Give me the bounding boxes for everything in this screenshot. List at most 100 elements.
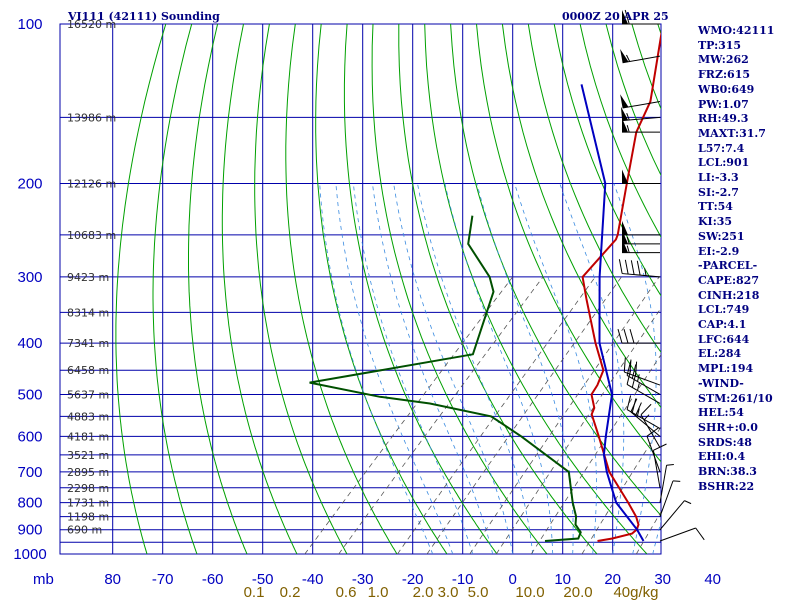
pressure-tick-label: 400 [17,335,42,352]
index-item: SI:-2.7 [698,185,739,199]
dry-adiabat [398,24,598,554]
moist-adiabat [559,183,625,554]
dry-adiabat [315,24,448,554]
temperature-tick-label: -10 [452,571,474,588]
mixing-ratio-line [530,354,661,554]
height-label: 6458 m [67,364,109,377]
temperature-tick-label: -50 [252,571,274,588]
index-item: MW:262 [698,53,749,67]
dry-adiabat [424,24,648,554]
wind-barb [622,220,660,236]
moist-adiabat [417,183,534,554]
moist-adiabat [613,183,657,554]
index-item: L57:7.4 [698,141,745,155]
wind-barb [622,238,660,254]
wind-barb [659,463,674,503]
index-item: RH:49.3 [698,112,749,126]
wind-barb [652,443,667,488]
index-item: BSHR:22 [698,479,755,493]
wind-barb [622,169,660,185]
index-item: CAPE:827 [698,273,759,287]
mixing-ratio-label: 0.2 [280,584,301,600]
dry-adiabat [371,24,548,554]
wind-barb [623,357,661,386]
height-label: 13986 m [67,111,116,124]
units-label: mb [33,571,54,588]
parcel-profile [580,84,645,542]
pressure-tick-label: 500 [17,386,42,403]
temperature-tick-label: -30 [352,571,374,588]
height-label: 690 m [67,524,102,537]
moist-adiabat [514,183,597,554]
index-item: LCL:901 [698,156,750,170]
wind-barb [617,328,660,344]
height-label: 7341 m [67,337,109,350]
index-item: SHR+:0.0 [698,420,758,434]
pressure-tick-label: 900 [17,522,42,539]
dry-adiabat [285,24,398,554]
temperature-tick-label: 80 [104,571,121,588]
moist-adiabat [652,519,661,554]
index-item: HEL:54 [698,406,744,420]
mixing-ratio-label: 10.0 [515,584,544,600]
height-label: 10683 m [67,229,116,242]
mixing-ratio-line [397,276,596,554]
index-item: STM:261/10 [698,391,773,405]
index-item: CAP:4.1 [698,318,747,332]
index-item: CINH:218 [698,288,760,302]
pressure-tick-label: 1000 [13,546,46,563]
index-item: MPL:194 [698,362,754,376]
mixing-ratio-label: 5.0 [468,584,489,600]
temperature-tick-label: -70 [152,571,174,588]
height-label: 2895 m [67,466,109,479]
temperature-tick-label: 30 [654,571,671,588]
wind-barb [646,427,661,473]
dry-adiabat [343,24,498,554]
dry-adiabat [501,24,661,409]
height-label: 1198 m [67,511,109,524]
height-label: 8314 m [67,306,109,319]
height-label: 2298 m [67,482,109,495]
dry-adiabat [115,24,167,554]
mixing-ratio-label: 1.0 [368,584,389,600]
height-label: 4883 m [67,410,109,423]
height-label: 16520 m [67,18,116,31]
mixing-ratio-label: 20.0 [563,584,592,600]
mixing-ratio-line [495,307,661,554]
temperature-tick-label: -20 [402,571,424,588]
pressure-tick-label: 200 [17,176,42,193]
mixing-ratio-label: 40g/kg [613,584,658,600]
chart-title: VI111 (42111) Sounding [68,10,220,23]
wind-barb [659,527,705,542]
dry-adiabat [527,24,661,354]
wind-barb [620,106,661,122]
wind-barb [620,94,661,109]
moist-adiabat [444,183,554,554]
wind-barb [626,370,661,404]
pressure-tick-label: 100 [17,16,42,33]
index-item: FRZ:615 [698,68,751,82]
dry-adiabat [221,24,298,554]
height-label: 9423 m [67,271,109,284]
dry-adiabat [476,24,661,463]
plot-frame [59,23,662,555]
index-item: TT:54 [698,200,733,214]
moist-adiabat [372,183,494,554]
wind-barb [659,480,681,517]
pressure-tick-label: 300 [17,269,42,286]
index-item: EHI:0.4 [698,450,746,464]
pressure-tick-label: 700 [17,464,42,481]
wind-barb [622,118,660,133]
wind-barb [622,9,660,25]
height-label: 5637 m [67,388,109,401]
stability-indices-panel: WMO:42111 TP:315 MW:262 FRZ:615 WB0:649 PW:1.… [698,24,798,495]
wind-barb [640,403,661,448]
temperature-tick-label: 10 [554,571,571,588]
observation-time: 0000Z 20 APR 25 [562,10,669,23]
index-item: EL:284 [698,347,742,361]
index-item: WB0:649 [698,82,755,96]
index-item: PW:1.07 [698,97,749,111]
index-item: -PARCEL- [698,259,758,273]
wind-barb [659,500,692,531]
mixing-ratio-label: 3.0 [438,584,459,600]
